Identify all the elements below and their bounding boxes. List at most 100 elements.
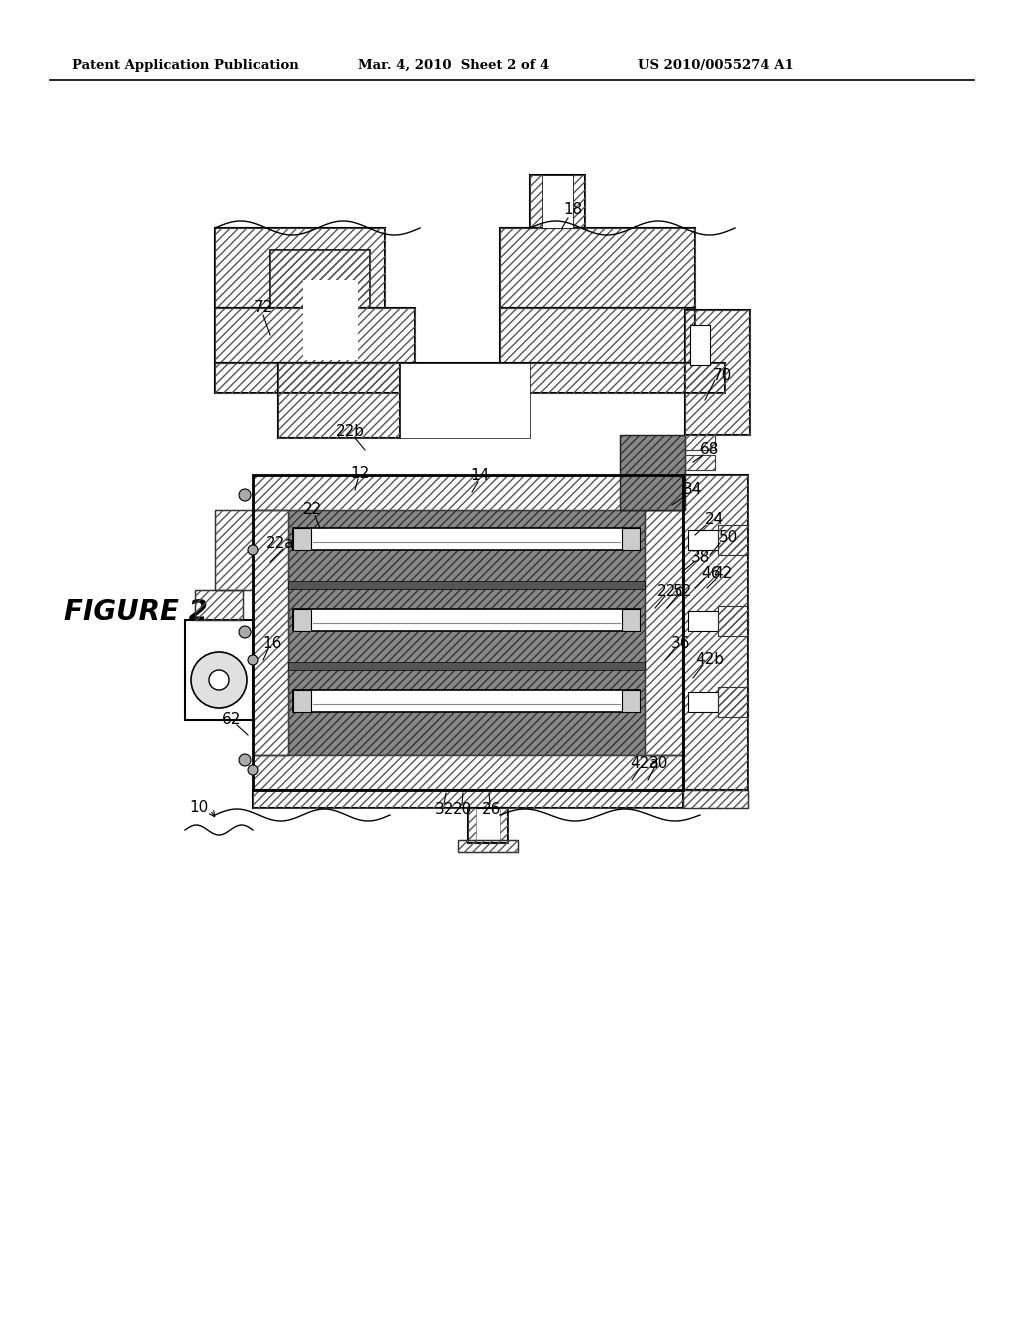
- Bar: [215, 363, 725, 393]
- Bar: [293, 690, 640, 711]
- Bar: [303, 280, 358, 360]
- Bar: [278, 363, 400, 438]
- Bar: [622, 609, 640, 631]
- Text: 34: 34: [682, 483, 701, 498]
- Bar: [270, 249, 370, 308]
- Bar: [215, 228, 385, 308]
- Circle shape: [248, 545, 258, 554]
- Text: 16: 16: [262, 635, 282, 651]
- Text: 46: 46: [701, 565, 721, 581]
- Bar: [253, 789, 683, 808]
- Text: 38: 38: [691, 550, 711, 565]
- Circle shape: [209, 671, 229, 690]
- Bar: [195, 590, 243, 620]
- Bar: [215, 510, 253, 590]
- Bar: [458, 840, 518, 851]
- Bar: [500, 308, 695, 363]
- Bar: [270, 249, 370, 308]
- Bar: [685, 310, 750, 436]
- Bar: [215, 308, 415, 363]
- Bar: [573, 176, 585, 228]
- Bar: [718, 525, 748, 554]
- Bar: [253, 475, 683, 510]
- Text: 10: 10: [189, 800, 209, 816]
- Circle shape: [248, 766, 258, 775]
- Text: 36: 36: [672, 635, 691, 651]
- Text: 32: 32: [434, 803, 454, 817]
- Circle shape: [191, 652, 247, 708]
- Text: 42: 42: [714, 565, 732, 581]
- Circle shape: [239, 754, 251, 766]
- Bar: [215, 308, 415, 363]
- Text: 68: 68: [700, 442, 720, 458]
- Bar: [253, 789, 683, 808]
- Bar: [195, 590, 243, 620]
- Text: 18: 18: [563, 202, 583, 218]
- Text: 22a: 22a: [265, 536, 294, 550]
- Bar: [293, 609, 640, 631]
- Text: 26: 26: [482, 803, 502, 817]
- Text: FIGURE 2: FIGURE 2: [65, 598, 208, 626]
- Bar: [690, 325, 710, 366]
- Bar: [685, 436, 715, 450]
- Text: 30: 30: [649, 755, 669, 771]
- Bar: [253, 475, 683, 789]
- Bar: [468, 808, 508, 843]
- Bar: [685, 455, 715, 470]
- Text: 42b: 42b: [695, 652, 725, 668]
- Text: 24: 24: [705, 512, 724, 528]
- Bar: [500, 308, 695, 363]
- Text: US 2010/0055274 A1: US 2010/0055274 A1: [638, 58, 794, 71]
- Bar: [685, 455, 715, 470]
- Text: 42a: 42a: [631, 755, 659, 771]
- Bar: [253, 510, 288, 755]
- Bar: [622, 690, 640, 711]
- Bar: [253, 755, 683, 789]
- Bar: [293, 528, 640, 550]
- Bar: [645, 510, 683, 755]
- Bar: [293, 690, 311, 711]
- Bar: [645, 510, 683, 755]
- Bar: [683, 475, 748, 789]
- Bar: [215, 363, 725, 393]
- Bar: [542, 176, 573, 228]
- Bar: [718, 606, 748, 636]
- Bar: [253, 475, 683, 510]
- Text: 22b: 22b: [336, 425, 365, 440]
- Bar: [288, 510, 645, 755]
- Bar: [683, 789, 748, 808]
- Bar: [185, 620, 253, 719]
- Bar: [718, 606, 748, 636]
- Bar: [620, 436, 685, 510]
- Bar: [500, 228, 695, 308]
- Bar: [253, 510, 288, 755]
- Bar: [215, 228, 385, 308]
- Text: 72: 72: [253, 301, 272, 315]
- Bar: [293, 609, 311, 631]
- Bar: [400, 363, 530, 438]
- Text: 62: 62: [222, 713, 242, 727]
- Bar: [500, 228, 695, 308]
- Bar: [620, 436, 685, 510]
- Bar: [468, 808, 476, 843]
- Bar: [500, 808, 508, 843]
- Text: 70: 70: [713, 367, 731, 383]
- Text: 22c: 22c: [657, 583, 685, 598]
- Bar: [288, 581, 645, 589]
- Bar: [718, 686, 748, 717]
- Bar: [718, 686, 748, 717]
- Circle shape: [239, 488, 251, 502]
- Bar: [688, 692, 718, 711]
- Text: 22: 22: [302, 503, 322, 517]
- Bar: [215, 510, 253, 590]
- Bar: [530, 176, 585, 228]
- Bar: [688, 611, 718, 631]
- Circle shape: [239, 626, 251, 638]
- Circle shape: [248, 655, 258, 665]
- Bar: [688, 531, 718, 550]
- Bar: [622, 528, 640, 550]
- Bar: [683, 475, 748, 789]
- Text: Mar. 4, 2010  Sheet 2 of 4: Mar. 4, 2010 Sheet 2 of 4: [358, 58, 549, 71]
- Bar: [718, 525, 748, 554]
- Bar: [530, 176, 542, 228]
